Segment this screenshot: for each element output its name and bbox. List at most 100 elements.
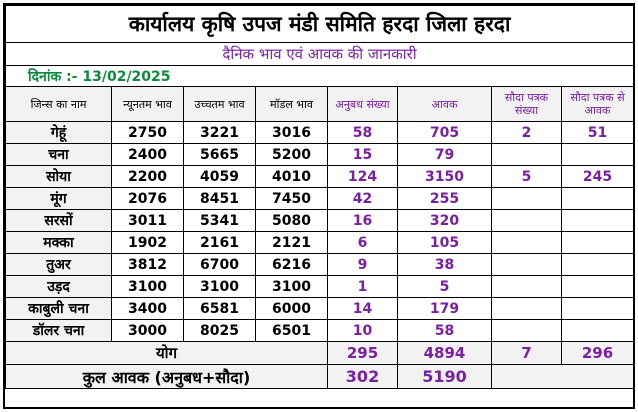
contract-count-cell: 58 [327, 121, 398, 144]
table-row: सरसों 3011 5341 5080 16 320 [5, 209, 635, 232]
contract-count-cell: 10 [327, 319, 398, 342]
deal-count-cell [491, 231, 562, 254]
min-price-cell: 1902 [111, 231, 184, 254]
col-header-min-price: न्यूनतम भाव [111, 86, 184, 122]
page-title: कार्यालय कृषि उपज मंडी समिति हरदा जिला ह… [4, 5, 635, 43]
commodity-name-cell: चना [5, 143, 112, 166]
arrival-cell: 38 [397, 253, 492, 276]
arrival-cell: 3150 [397, 165, 492, 188]
max-price-cell: 5665 [183, 143, 256, 166]
grand-total-row: कुल आवक (अनुबध+सौदा) 302 5190 [5, 364, 635, 389]
grand-total-arrival: 5190 [397, 364, 492, 389]
total-deals: 7 [491, 341, 562, 365]
min-price-cell: 2750 [111, 121, 184, 144]
table-row: तुअर 3812 6700 6216 9 38 [5, 253, 635, 276]
commodity-name-cell: मूंग [5, 187, 112, 210]
col-header-contract-count: अनुबध संख्या [327, 86, 398, 122]
table-row: मक्का 1902 2161 2121 6 105 [5, 231, 635, 254]
min-price-cell: 2200 [111, 165, 184, 188]
total-arrival: 4894 [397, 341, 492, 365]
modal-price-cell: 5200 [255, 143, 328, 166]
max-price-cell: 4059 [183, 165, 256, 188]
deal-count-cell [491, 253, 562, 276]
commodity-name-cell: उड़द [5, 275, 112, 298]
total-row: योग 295 4894 7 296 [5, 341, 635, 365]
modal-price-cell: 7450 [255, 187, 328, 210]
deal-arrival-cell: 245 [560, 165, 635, 188]
table-row: मूंग 2076 8451 7450 42 255 [5, 187, 635, 210]
arrival-cell: 255 [397, 187, 492, 210]
deal-count-cell [491, 319, 562, 342]
contract-count-cell: 15 [327, 143, 398, 166]
table-row: चना 2400 5665 5200 15 79 [5, 143, 635, 166]
commodity-name-cell: डॉलर चना [5, 319, 112, 342]
min-price-cell: 2400 [111, 143, 184, 166]
arrival-cell: 5 [397, 275, 492, 298]
grand-total-contracts: 302 [327, 364, 398, 389]
max-price-cell: 8025 [183, 319, 256, 342]
deal-count-cell: 5 [491, 165, 562, 188]
deal-count-cell: 2 [491, 121, 562, 144]
total-label: योग [5, 341, 328, 365]
deal-arrival-cell [560, 319, 635, 342]
max-price-cell: 2161 [183, 231, 256, 254]
rows-body: गेहूं 2750 3221 3016 58 705 2 51 चना 2400 5665 5200… [5, 121, 635, 342]
table-row: उड़द 3100 3100 3100 1 5 [5, 275, 635, 298]
deal-count-cell [491, 275, 562, 298]
modal-price-cell: 6501 [255, 319, 328, 342]
column-header-row: जिन्स का नाम न्यूनतम भाव उच्चतम भाव मॉडल… [5, 86, 635, 122]
max-price-cell: 5341 [183, 209, 256, 232]
min-price-cell: 3812 [111, 253, 184, 276]
max-price-cell: 6700 [183, 253, 256, 276]
max-price-cell: 3221 [183, 121, 256, 144]
table-row: गेहूं 2750 3221 3016 58 705 2 51 [5, 121, 635, 144]
table-row: काबुली चना 3400 6581 6000 14 179 [5, 297, 635, 320]
mandi-rate-table: कार्यालय कृषि उपज मंडी समिति हरदा जिला ह… [4, 5, 635, 389]
commodity-name-cell: तुअर [5, 253, 112, 276]
col-header-arrival: आवक [397, 86, 492, 122]
commodity-name-cell: काबुली चना [5, 297, 112, 320]
page-subtitle: दैनिक भाव एवं आवक की जानकारी [4, 42, 635, 66]
contract-count-cell: 6 [327, 231, 398, 254]
deal-arrival-cell: 51 [560, 121, 635, 144]
grand-total-label: कुल आवक (अनुबध+सौदा) [5, 364, 328, 389]
min-price-cell: 3400 [111, 297, 184, 320]
deal-arrival-cell [560, 187, 635, 210]
price-sheet: कार्यालय कृषि उपज मंडी समिति हरदा जिला ह… [3, 3, 635, 409]
date-label: दिनांक :- 13/02/2025 [4, 65, 635, 87]
commodity-name-cell: गेहूं [5, 121, 112, 144]
total-deal-arrival: 296 [560, 341, 635, 365]
modal-price-cell: 3016 [255, 121, 328, 144]
max-price-cell: 8451 [183, 187, 256, 210]
commodity-name-cell: मक्का [5, 231, 112, 254]
table-row: सोया 2200 4059 4010 124 3150 5 245 [5, 165, 635, 188]
contract-count-cell: 14 [327, 297, 398, 320]
arrival-cell: 320 [397, 209, 492, 232]
deal-arrival-cell [560, 143, 635, 166]
min-price-cell: 3011 [111, 209, 184, 232]
contract-count-cell: 124 [327, 165, 398, 188]
arrival-cell: 705 [397, 121, 492, 144]
deal-arrival-cell [560, 297, 635, 320]
col-header-name: जिन्स का नाम [5, 86, 112, 122]
deal-arrival-cell [560, 209, 635, 232]
deal-count-cell [491, 209, 562, 232]
min-price-cell: 3000 [111, 319, 184, 342]
arrival-cell: 179 [397, 297, 492, 320]
deal-count-cell [491, 187, 562, 210]
modal-price-cell: 3100 [255, 275, 328, 298]
deal-arrival-cell [560, 275, 635, 298]
grand-total-empty [490, 364, 635, 389]
modal-price-cell: 5080 [255, 209, 328, 232]
commodity-name-cell: सोया [5, 165, 112, 188]
arrival-cell: 58 [397, 319, 492, 342]
col-header-deal-arrival: सौदा पत्रक से आवक [560, 86, 635, 122]
contract-count-cell: 42 [327, 187, 398, 210]
table-row: डॉलर चना 3000 8025 6501 10 58 [5, 319, 635, 342]
arrival-cell: 105 [397, 231, 492, 254]
contract-count-cell: 16 [327, 209, 398, 232]
modal-price-cell: 4010 [255, 165, 328, 188]
min-price-cell: 3100 [111, 275, 184, 298]
deal-count-cell [491, 143, 562, 166]
deal-arrival-cell [560, 231, 635, 254]
